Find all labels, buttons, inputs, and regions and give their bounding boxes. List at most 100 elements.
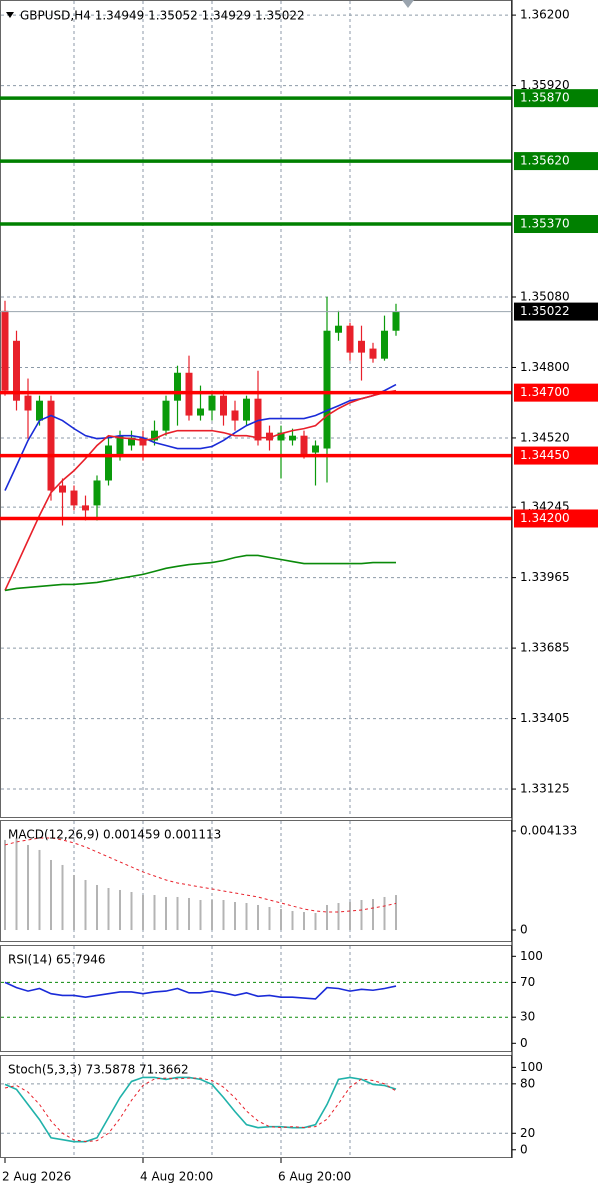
moving-average (4, 383, 397, 491)
candle-body (59, 485, 66, 493)
moving-average (4, 389, 397, 591)
histogram-bar (280, 908, 282, 931)
level-label-box (514, 89, 598, 108)
level-label: 1.35022 (520, 304, 570, 318)
histogram-bar (153, 894, 156, 931)
histogram-bar (73, 874, 75, 931)
histogram-bar (372, 899, 374, 931)
histogram-bar (119, 889, 121, 931)
histogram-bar (15, 837, 18, 931)
signal-line (4, 837, 397, 913)
x-tick-label: 6 Aug 20:00 (278, 1170, 351, 1184)
candle-body (151, 430, 158, 441)
candle-body (254, 398, 262, 441)
candle-body (93, 480, 101, 506)
y-tick-label: 1.33405 (520, 711, 570, 725)
candle-body (24, 395, 32, 411)
level-label: 1.35370 (520, 217, 570, 231)
histogram-bar (27, 844, 29, 931)
indicator-line (4, 1077, 397, 1143)
candle-body (197, 408, 204, 416)
y-tick-label: 0.004133 (520, 823, 577, 837)
histogram-bar (291, 911, 294, 931)
moving-average (4, 554, 396, 592)
histogram-bar (383, 896, 386, 931)
histogram-bar (326, 904, 328, 931)
histogram-bar (188, 897, 190, 931)
histogram-bar (337, 903, 340, 931)
y-tick-label: 1.36200 (520, 8, 570, 22)
histogram-bar (349, 901, 351, 931)
candle-body (346, 325, 354, 353)
candle-body (277, 432, 285, 441)
chart-title: GBPUSD,H4 1.34949 1.35052 1.34929 1.3502… (20, 9, 305, 23)
level-label: 1.35620 (520, 154, 570, 168)
histogram-bar (303, 912, 305, 931)
candle-body (47, 400, 55, 491)
level-label: 1.35870 (520, 91, 570, 105)
x-tick-label: 2 Aug 2026 (2, 1170, 71, 1184)
y-tick-label: 0 (520, 1036, 528, 1050)
candle-body (116, 435, 124, 456)
candle-body (128, 437, 135, 446)
candle-body (82, 505, 89, 511)
candle-body (13, 340, 20, 401)
y-tick-label: 0 (520, 1142, 528, 1156)
y-tick-label: 80 (520, 1076, 535, 1090)
y-tick-label: 20 (520, 1126, 535, 1140)
level-label-box (514, 152, 598, 171)
histogram-bar (211, 900, 213, 931)
candle-body (1, 310, 9, 391)
candle-body (323, 330, 331, 449)
candle-body (369, 348, 377, 359)
menu-arrow[interactable] (6, 12, 14, 18)
candle-body (139, 437, 147, 446)
candle-body (289, 435, 296, 441)
y-tick-label: 1.34520 (520, 430, 570, 444)
candle-body (335, 325, 342, 333)
histogram-bar (50, 859, 52, 931)
candle-body (70, 490, 78, 506)
histogram-bar (107, 887, 110, 931)
y-tick-label: 30 (520, 1010, 535, 1024)
histogram-bar (142, 894, 144, 931)
candle-body (105, 445, 112, 481)
candle-body (381, 330, 388, 359)
histogram-bar (268, 907, 271, 931)
histogram-bar (4, 839, 6, 931)
y-tick-label: 1.34800 (520, 360, 570, 374)
histogram-bar (199, 900, 202, 931)
histogram-bar (130, 892, 133, 931)
level-label: 1.34200 (520, 511, 570, 525)
candle-body (312, 445, 319, 453)
candle-body (174, 372, 181, 401)
histogram-bar (222, 900, 225, 931)
y-tick-label: 1.33685 (520, 641, 570, 655)
candle-body (162, 400, 170, 431)
level-label: 1.34700 (520, 385, 570, 399)
histogram-bar (176, 896, 179, 931)
indicator-title: RSI(14) 65.7946 (8, 953, 106, 967)
indicator-title: MACD(12,26,9) 0.001459 0.001113 (8, 828, 221, 842)
candle-body (231, 410, 239, 421)
candle-body (266, 432, 273, 441)
indicator-title: Stoch(5,3,3) 73.5878 71.3662 (8, 1063, 189, 1077)
histogram-bar (245, 903, 248, 931)
y-tick-label: 70 (520, 975, 535, 989)
x-tick-label: 4 Aug 20:00 (140, 1170, 213, 1184)
histogram-bar (360, 900, 363, 931)
shift-marker[interactable] (402, 0, 414, 8)
candle-body (36, 400, 43, 421)
level-label: 1.34450 (520, 448, 570, 462)
y-tick-label: 100 (520, 949, 543, 963)
indicator-line (4, 981, 397, 1000)
level-label-box (514, 446, 598, 465)
histogram-bar (395, 895, 397, 931)
level-label-box (514, 215, 598, 234)
y-tick-label: 1.33125 (520, 782, 570, 796)
y-tick-label: 0 (520, 923, 528, 937)
candle-body (358, 340, 365, 353)
